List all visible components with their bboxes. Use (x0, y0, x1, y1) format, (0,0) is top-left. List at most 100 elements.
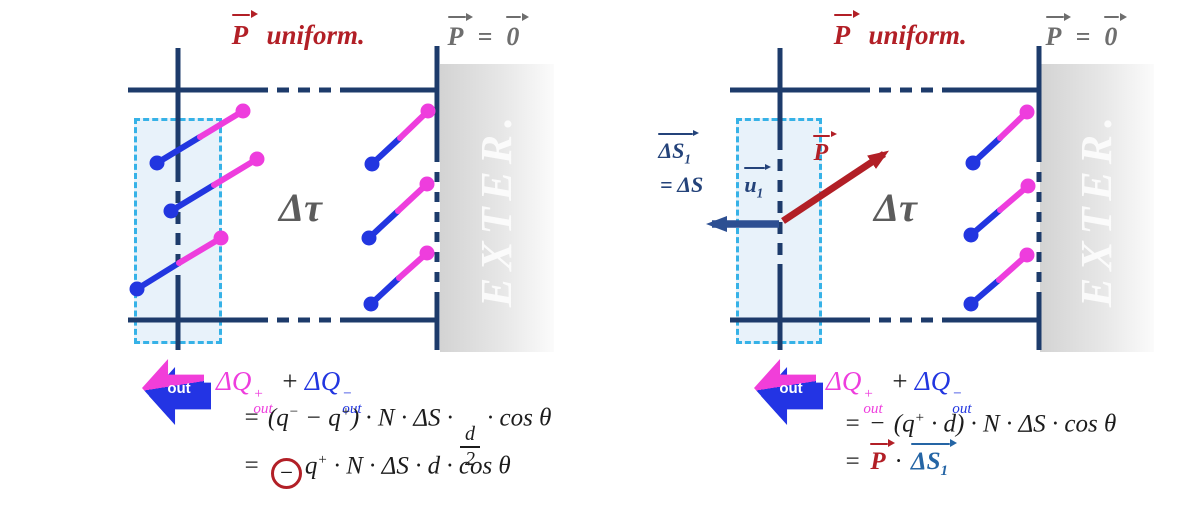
equals-sign: = (243, 452, 260, 480)
positive-charge-dot (1019, 247, 1035, 263)
dq-minus-sub: out (342, 401, 362, 418)
right-panel-dipoles (963, 104, 1036, 312)
negative-charge-dot (129, 281, 145, 297)
dq-plus-sup: + (253, 385, 264, 402)
ds1-subscript: 1 (684, 151, 691, 167)
superscript-plus: + (317, 452, 328, 468)
negative-charge-dot (364, 156, 380, 172)
dipole (364, 103, 436, 172)
dq-minus-term: ΔQ (914, 366, 951, 396)
ds1-symbol: ΔS1 (909, 439, 958, 480)
dipole-blue-segment (154, 134, 203, 166)
p-vector-symbol: P (833, 10, 860, 50)
p-symbol: P (813, 131, 837, 166)
ds1-subscript: 1 (940, 463, 948, 479)
dipole (361, 176, 435, 246)
positive-charge-dot (213, 230, 229, 246)
fraction-denominator: 2 (465, 448, 476, 471)
dipole (965, 104, 1035, 171)
superscript-plus: + (340, 404, 351, 420)
dot-operator: · (895, 448, 902, 475)
dq-minus-sup: − (342, 385, 353, 402)
positive-charge-dot (235, 103, 251, 119)
plus-sign: + (280, 366, 299, 396)
negative-charge-dot (963, 227, 979, 243)
dipole-magenta-segment (211, 156, 260, 188)
polarization-vector-arrow (781, 150, 889, 224)
exterior-region-left: EXTER. (440, 64, 554, 352)
dq-minus-term: ΔQ (304, 366, 341, 396)
superscript-plus: + (914, 410, 925, 426)
dq-plus-sub: out (253, 401, 273, 418)
dq-minus-sub: out (952, 401, 972, 418)
dipole-magenta-segment (197, 108, 246, 140)
dipole (129, 230, 229, 297)
right-panel-boundaries (730, 46, 1042, 350)
p-zero-label-left: P = 0 (446, 12, 529, 52)
u1-subscript: 1 (756, 185, 764, 201)
equals-sign: = (243, 404, 260, 432)
ds-equals-label: = ΔS (660, 172, 704, 197)
negative-charge-dot (363, 296, 379, 312)
p-symbol: P (870, 439, 896, 475)
p-vector-symbol: P (231, 10, 258, 50)
dipole (149, 103, 251, 171)
negative-charge-dot (361, 230, 377, 246)
equals-sign: = (1075, 22, 1091, 51)
equals-sign: = (844, 448, 861, 475)
u1-vector-label: u1 (743, 163, 772, 201)
eq-fragment: − q (298, 404, 341, 432)
zero-vector-symbol: 0 (1104, 12, 1127, 51)
p-uniform-text: uniform. (266, 20, 365, 50)
out-arrow-icon: out (754, 359, 823, 425)
dipole (363, 245, 435, 312)
eq-fragment: · cos θ (487, 404, 552, 432)
negative-charge-dot (963, 296, 979, 312)
positive-charge-dot (419, 176, 435, 192)
equation-line1-left: ΔQ + out + ΔQ − out (216, 366, 364, 418)
positive-charge-dot (1019, 104, 1035, 120)
dq-plus-term: ΔQ (216, 366, 252, 396)
superscript-minus: − (288, 404, 299, 420)
positive-charge-dot (419, 245, 435, 261)
p-vector-symbol: P (447, 12, 473, 51)
out-arrow-label: out (779, 379, 803, 397)
ds1-vector-label: ΔS1 (657, 129, 700, 167)
positive-charge-dot (249, 151, 265, 167)
left-panel-dipoles (129, 103, 436, 312)
dipole (163, 151, 265, 219)
zero-vector-symbol: 0 (506, 12, 529, 51)
equation-line1-right: ΔQ + out + ΔQ − out (826, 366, 974, 418)
dipole (963, 178, 1036, 243)
eq-fragment: · d) · N · ΔS · cos θ (924, 410, 1117, 438)
out-arrow-icon: out (142, 359, 211, 425)
eq-fragment: q (304, 452, 318, 480)
ds1-symbol: ΔS (658, 138, 685, 163)
negative-charge-dot (163, 203, 179, 219)
eq-fragment: (q (267, 404, 289, 432)
fraction-numerator: d (460, 423, 481, 449)
negative-charge-dot (965, 155, 981, 171)
dipole-blue-segment (168, 182, 217, 214)
equals-sign: = (477, 22, 493, 51)
eq-fragment: (q (893, 410, 915, 438)
dq-plus-sup: + (863, 385, 874, 402)
equation-line2-right: = − (q+ · d) · N · ΔS · cos θ (844, 410, 1116, 438)
equation-line2-left: = (q− − q+) · N · ΔS · d 2 · cos θ (243, 404, 551, 472)
u1-symbol: u (744, 172, 757, 197)
volume-label-left: Δτ (279, 185, 322, 230)
dipole-magenta-segment (176, 235, 224, 266)
equals-sign: = (844, 410, 861, 438)
eq-fragment: · N · ΔS · d · cos θ (327, 452, 511, 480)
circled-minus-sign: − (270, 457, 302, 489)
p-vector-arrow-label: P (812, 131, 837, 167)
dipole-blue-segment (134, 260, 182, 292)
dq-plus-sub: out (863, 401, 883, 418)
dq-plus-term: ΔQ (826, 366, 862, 396)
dq-minus-sup: − (952, 385, 963, 402)
positive-charge-dot (1020, 178, 1036, 194)
minus-sign: − (868, 410, 886, 438)
p-zero-label-right: P = 0 (1044, 12, 1127, 52)
eq-fragment: ) · N · ΔS · (350, 404, 454, 432)
